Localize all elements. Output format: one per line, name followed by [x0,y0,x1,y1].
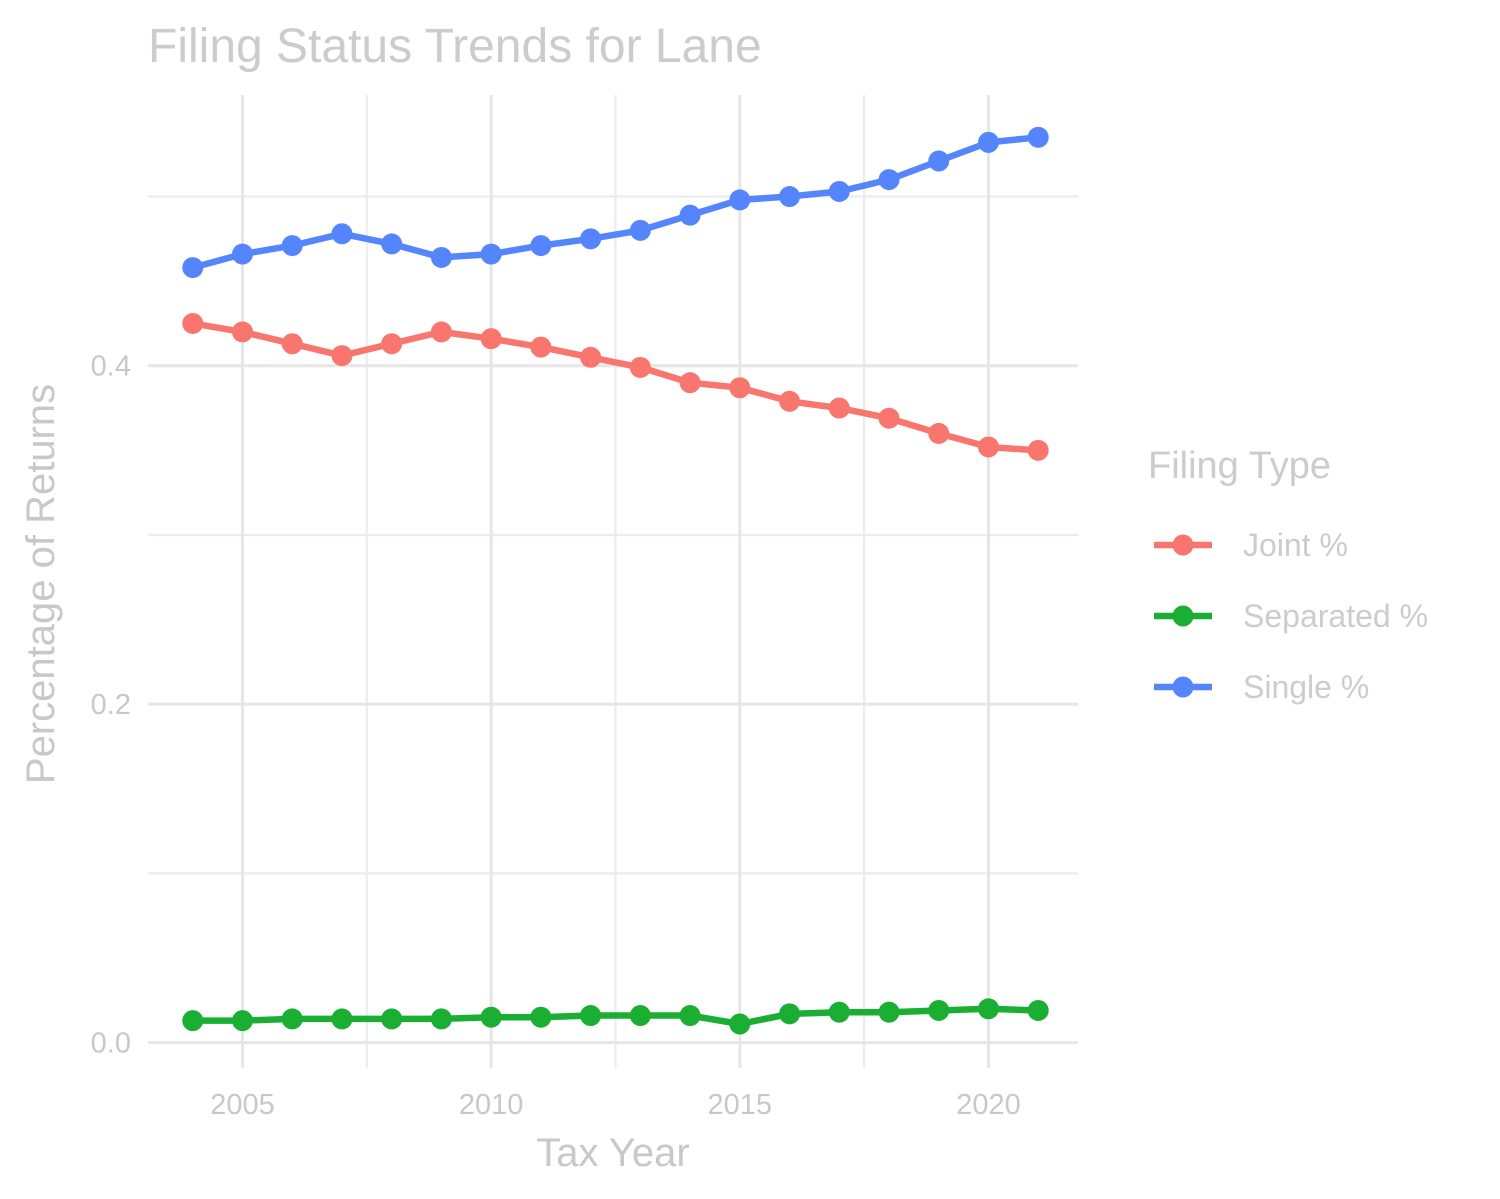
data-point-separated [381,1008,403,1030]
data-point-single [679,204,701,226]
data-point-single [828,180,850,202]
x-tick-label: 2020 [956,1089,1021,1121]
data-point-single [1027,126,1049,148]
data-point-single [381,233,403,255]
x-axis-ticks: 2005 2010 2015 2020 [210,1089,1021,1121]
data-point-single [182,257,204,279]
data-point-joint [977,436,999,458]
data-point-joint [281,333,303,355]
data-point-joint [679,372,701,394]
series-single [182,126,1049,279]
data-point-joint [928,422,950,444]
data-point-joint [182,312,204,334]
legend-key-joint [1154,534,1212,556]
legend-label: Separated % [1243,598,1428,634]
data-point-separated [629,1005,651,1027]
data-point-joint [580,346,602,368]
data-point-separated [928,999,950,1021]
data-point-separated [729,1013,751,1035]
legend: Filing Type Joint % Separated % Single % [1148,445,1428,705]
data-point-separated [779,1003,801,1025]
y-axis-ticks: 0.0 0.2 0.4 [91,351,131,1060]
data-point-separated [828,1001,850,1023]
data-point-joint [430,321,452,343]
data-point-joint [878,407,900,429]
x-tick-label: 2005 [210,1089,275,1121]
x-tick-label: 2015 [708,1089,773,1121]
y-axis-title: Percentage of Returns [19,384,63,784]
y-tick-label: 0.2 [91,689,131,721]
data-point-joint [779,390,801,412]
data-point-single [281,235,303,257]
data-point-separated [281,1008,303,1030]
data-point-single [331,223,353,245]
data-point-joint [629,356,651,378]
x-axis-title: Tax Year [536,1131,689,1175]
data-point-joint [530,336,552,358]
data-point-separated [679,1005,701,1027]
data-point-single [430,246,452,268]
data-point-separated [977,998,999,1020]
data-point-single [779,186,801,208]
data-point-single [629,219,651,241]
data-point-single [530,235,552,257]
data-point-separated [430,1008,452,1030]
data-point-single [878,169,900,191]
data-point-single [977,131,999,153]
data-point-single [729,189,751,211]
y-tick-label: 0.4 [91,351,131,383]
data-point-joint [381,333,403,355]
legend-swatch-point [1172,676,1194,698]
legend-label: Single % [1243,669,1369,705]
legend-swatch-point [1172,534,1194,556]
series-separated [182,998,1049,1035]
data-point-separated [1027,999,1049,1021]
chart-title: Filing Status Trends for Lane [148,20,762,73]
data-point-single [231,243,253,265]
data-point-joint [729,377,751,399]
data-point-separated [231,1010,253,1032]
series-joint [182,312,1049,461]
data-point-separated [580,1005,602,1027]
data-point-single [928,150,950,172]
x-tick-label: 2010 [459,1089,524,1121]
legend-key-separated [1154,605,1212,627]
y-tick-label: 0.0 [91,1028,131,1060]
data-point-separated [480,1006,502,1028]
legend-swatch-point [1172,605,1194,627]
legend-title: Filing Type [1148,445,1331,487]
data-point-single [480,243,502,265]
legend-label: Joint % [1243,527,1348,563]
data-point-joint [480,328,502,350]
plot-series [182,126,1049,1035]
data-point-joint [331,345,353,367]
data-point-single [580,228,602,250]
legend-key-single [1154,676,1212,698]
data-point-separated [331,1008,353,1030]
data-point-separated [878,1001,900,1023]
data-point-separated [182,1010,204,1032]
data-point-separated [530,1006,552,1028]
data-point-joint [1027,439,1049,461]
data-point-joint [828,397,850,419]
data-point-joint [231,321,253,343]
